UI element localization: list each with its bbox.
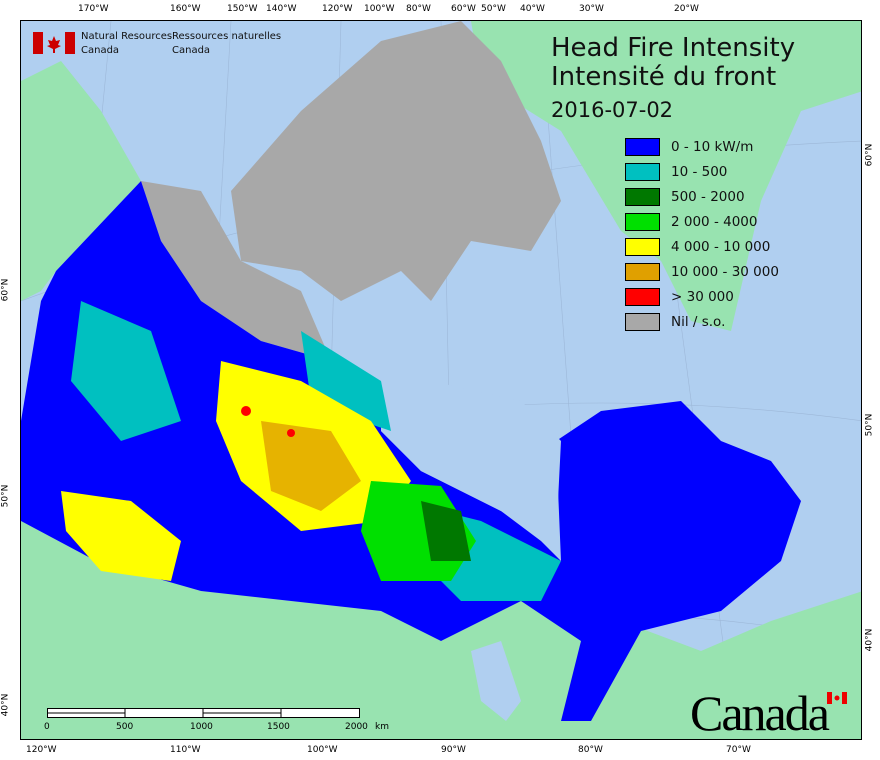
greenland [471,21,861,331]
title-fr: Intensité du front [551,62,777,92]
legend-item: > 30 000 [625,284,779,309]
patch-low [71,301,181,441]
patch-very-high [261,421,361,511]
top-tick: 50°W [481,4,506,14]
right-tick: 50°N [864,413,875,437]
legend-swatch [625,287,660,306]
bottom-tick: 80°W [578,745,603,755]
legend-swatch [625,212,660,231]
canada-wordmark: Canada [690,684,847,742]
legend-item: Nil / s.o. [625,309,779,334]
right-tick: 40°N [864,628,875,652]
great-lakes [471,641,521,721]
legend-item: 4 000 - 10 000 [625,234,779,259]
map-frame [20,20,862,740]
top-tick: 100°W [364,4,395,14]
bottom-tick: 90°W [441,745,466,755]
top-tick: 20°W [674,4,699,14]
title-en: Head Fire Intensity [551,33,796,63]
top-tick: 60°W [451,4,476,14]
bottom-tick: 110°W [170,745,201,755]
left-tick: 50°N [0,484,11,508]
legend-swatch [625,312,660,331]
nrcan-fr-2: Canada [172,45,211,56]
left-tick: 60°N [0,278,11,302]
patch-medium [421,501,471,561]
legend-label: Nil / s.o. [671,313,726,330]
hudson-bay [381,381,561,541]
canada-flag-icon [33,32,75,54]
scale-label: 1500 [267,722,290,732]
scale-label: 0 [44,722,50,732]
scale-label: 500 [116,722,134,732]
nrcan-en-2: Canada [81,45,120,56]
legend-item: 0 - 10 kW/m [625,134,779,159]
northern-territories-nil [141,181,331,361]
legend-item: 10 - 500 [625,159,779,184]
patch-extreme [287,429,295,437]
scale-label: 1000 [190,722,213,732]
scale-bar-graphic [47,708,360,718]
top-tick: 170°W [78,4,109,14]
united-states [21,521,861,739]
top-tick: 30°W [579,4,604,14]
legend-label: 4 000 - 10 000 [671,238,771,255]
legend: 0 - 10 kW/m 10 - 500 500 - 2000 2 000 - 400… [625,134,779,334]
nrcan-fr-1: Ressources naturelles [172,31,282,42]
bottom-tick: 100°W [307,745,338,755]
map-canvas [21,21,861,739]
legend-label: 10 - 500 [671,163,728,180]
scale-bar: 0 500 1000 1500 2000 km [44,705,389,732]
legend-swatch [625,262,660,281]
bottom-tick: 120°W [26,745,57,755]
legend-item: 10 000 - 30 000 [625,259,779,284]
legend-swatch [625,137,660,156]
legend-label: > 30 000 [671,288,734,305]
legend-label: 2 000 - 4000 [671,213,758,230]
right-tick: 60°N [864,143,875,167]
legend-label: 0 - 10 kW/m [671,138,754,155]
arctic-islands [231,21,561,301]
legend-item: 2 000 - 4000 [625,209,779,234]
top-tick: 150°W [227,4,258,14]
scale-label: 2000 [345,722,368,732]
top-tick: 120°W [322,4,353,14]
top-tick: 140°W [266,4,297,14]
top-tick: 40°W [520,4,545,14]
top-tick: 160°W [170,4,201,14]
scale-unit: km [375,722,389,732]
wordmark-flag-icon [827,692,847,704]
alaska [21,61,141,301]
legend-swatch [625,187,660,206]
legend-swatch [625,162,660,181]
map-date: 2016-07-02 [551,98,674,122]
legend-swatch [625,237,660,256]
legend-item: 500 - 2000 [625,184,779,209]
nrcan-en-1: Natural Resources [81,31,173,42]
patch-extreme [241,406,251,416]
fire-region [21,181,801,721]
patch-high [61,491,181,581]
wordmark-text: Canada [690,685,830,741]
legend-label: 500 - 2000 [671,188,745,205]
top-tick: 80°W [406,4,431,14]
legend-label: 10 000 - 30 000 [671,263,779,280]
map-title: Head Fire Intensity Intensité du front 2… [551,34,795,125]
left-tick: 40°N [0,693,11,717]
bottom-tick: 70°W [726,745,751,755]
